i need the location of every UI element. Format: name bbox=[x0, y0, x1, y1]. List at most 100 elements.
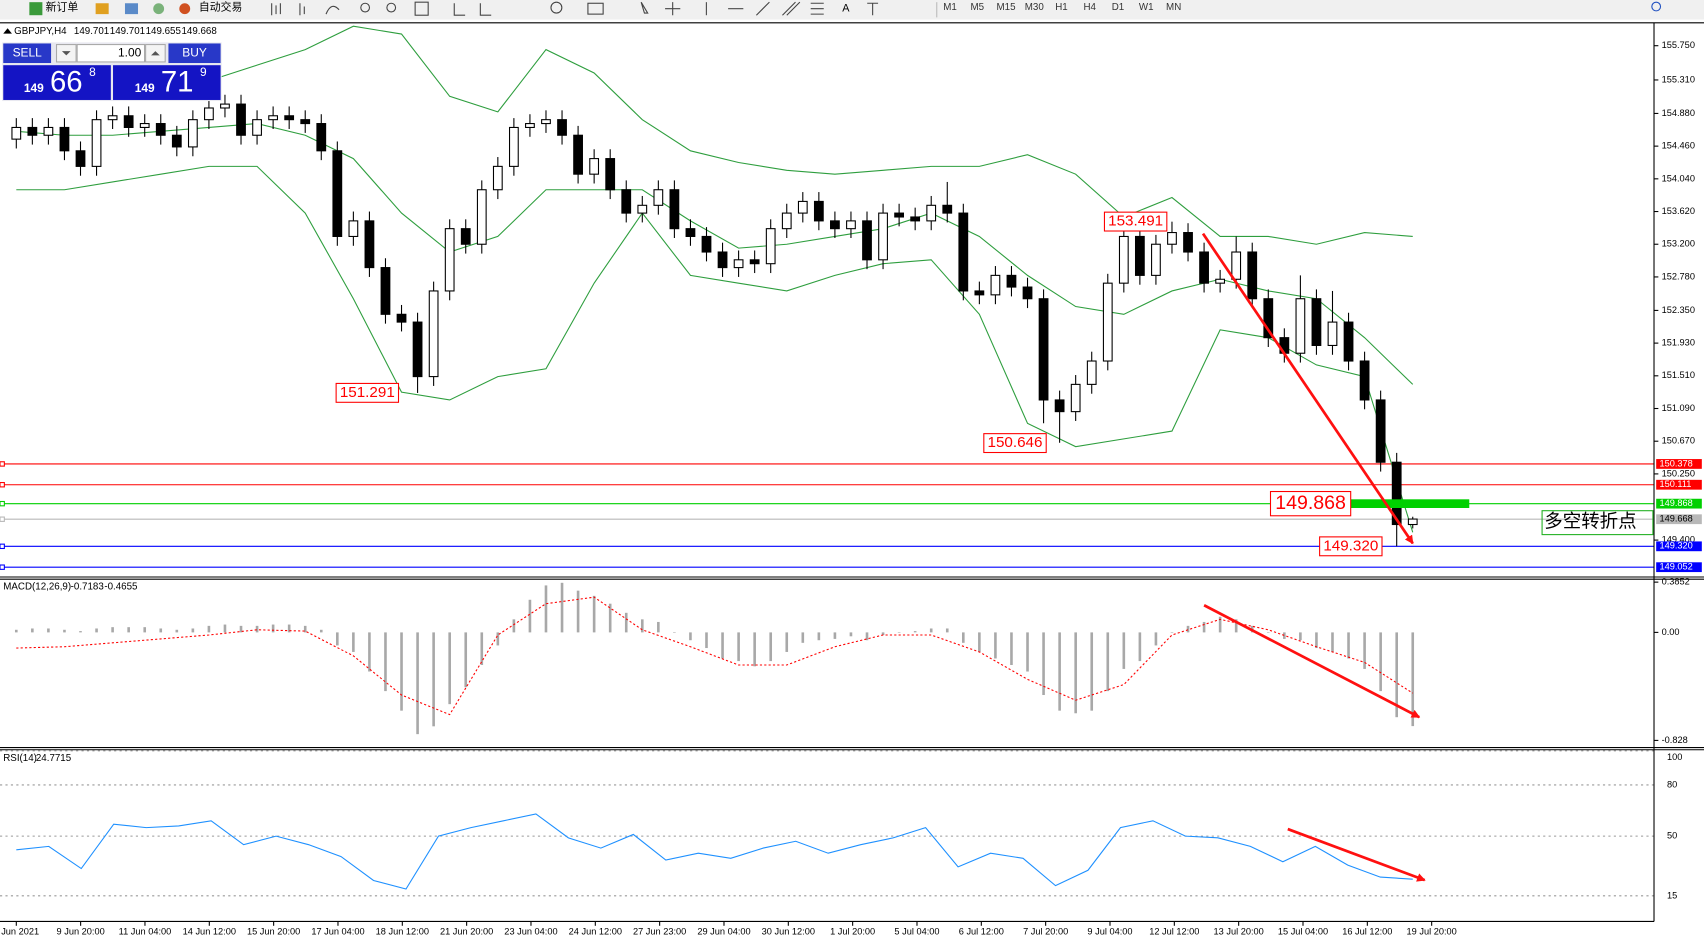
auto-trading[interactable]: 自动交易 bbox=[199, 0, 242, 13]
timeframe[interactable]: W1 bbox=[1139, 2, 1154, 13]
candle-body bbox=[990, 274, 1001, 296]
macd-bar bbox=[1138, 632, 1142, 662]
channel[interactable] bbox=[782, 1, 801, 16]
timeframe[interactable]: M30 bbox=[1025, 2, 1045, 13]
candle-body bbox=[155, 123, 166, 136]
price-label-box bbox=[335, 382, 400, 403]
buy-button[interactable] bbox=[168, 43, 221, 64]
tool-icon[interactable] bbox=[95, 3, 109, 15]
candle-body bbox=[589, 158, 600, 175]
bollinger-upper bbox=[16, 25, 1413, 245]
macd-bar bbox=[31, 628, 34, 633]
timeframe[interactable]: MN bbox=[1166, 2, 1181, 13]
period-icon[interactable] bbox=[550, 1, 563, 14]
macd-bar bbox=[448, 632, 451, 705]
x-tick-label: 24 Jun 12:00 bbox=[569, 927, 622, 937]
lots[interactable]: 1.00 bbox=[118, 45, 142, 59]
tool-icon[interactable] bbox=[453, 3, 466, 16]
tool-icon[interactable] bbox=[124, 3, 139, 15]
price-label: 149.868 bbox=[1275, 492, 1346, 514]
rsi-title: RSI(14) bbox=[3, 753, 37, 764]
y-tick-label: 149.400 bbox=[1662, 535, 1695, 545]
candle-body bbox=[59, 126, 70, 152]
macd-bar bbox=[416, 632, 419, 735]
sell-button[interactable] bbox=[3, 43, 52, 64]
buy-label[interactable]: BUY bbox=[182, 45, 207, 59]
x-tick-label: 21 Jun 20:00 bbox=[440, 927, 493, 937]
x-tick-label: 6 Jul 12:00 bbox=[959, 927, 1004, 937]
cursor[interactable] bbox=[640, 1, 649, 14]
candle-body bbox=[1407, 518, 1418, 526]
timeframe[interactable]: M1 bbox=[943, 2, 957, 13]
price-label-box bbox=[1269, 490, 1352, 517]
sell-label[interactable]: SELL bbox=[13, 45, 43, 59]
trendline[interactable] bbox=[755, 1, 770, 16]
macd-main: -0.7183 bbox=[71, 581, 104, 592]
text-tool[interactable]: A bbox=[842, 3, 850, 15]
timeframe[interactable]: M5 bbox=[970, 2, 984, 13]
auto-trading-icon[interactable] bbox=[179, 3, 191, 15]
macd-bar bbox=[1026, 632, 1029, 672]
candle-body bbox=[525, 123, 535, 128]
macd-bar bbox=[544, 585, 548, 633]
candle-body bbox=[1199, 251, 1209, 284]
macd-bar bbox=[480, 632, 484, 666]
macd-bar bbox=[1170, 632, 1174, 633]
up-icon bbox=[151, 51, 160, 56]
level-marker bbox=[0, 516, 5, 522]
frames bbox=[0, 22, 1704, 922]
ask-pips: 71 bbox=[161, 65, 194, 98]
candle-body bbox=[1311, 298, 1322, 346]
price-label: 149.320 bbox=[1323, 537, 1378, 554]
macd-bar bbox=[14, 629, 18, 633]
tool-icon[interactable] bbox=[153, 3, 165, 15]
template-icon[interactable] bbox=[587, 2, 604, 15]
search[interactable] bbox=[1651, 1, 1662, 12]
timeframe[interactable]: D1 bbox=[1112, 2, 1124, 13]
candle-body bbox=[220, 103, 230, 109]
lots-input[interactable] bbox=[76, 44, 146, 63]
zoom-in[interactable] bbox=[360, 2, 371, 13]
tool-icon[interactable] bbox=[479, 3, 492, 16]
trend-arrows bbox=[1201, 232, 1426, 882]
fibo[interactable] bbox=[810, 2, 824, 15]
collapse-icon[interactable] bbox=[3, 28, 12, 34]
timeframe[interactable]: H1 bbox=[1055, 2, 1067, 13]
bid-box[interactable] bbox=[3, 65, 111, 100]
macd-bar bbox=[817, 632, 821, 641]
y-tick-label: 155.750 bbox=[1662, 40, 1695, 50]
candle-body bbox=[11, 126, 22, 140]
candle-body bbox=[765, 228, 776, 265]
tool-icon[interactable] bbox=[299, 3, 305, 16]
x-tick-label: 29 Jun 04:00 bbox=[697, 927, 750, 937]
timeframe[interactable]: M15 bbox=[997, 2, 1017, 13]
ohlc-close: 149.668 bbox=[181, 26, 216, 37]
macd-bar bbox=[47, 628, 50, 633]
candle-body bbox=[846, 220, 856, 230]
candle-body bbox=[942, 204, 953, 214]
candle-body bbox=[878, 212, 888, 261]
candle-body bbox=[1022, 286, 1033, 300]
crosshair[interactable] bbox=[665, 2, 681, 16]
candle-body bbox=[1151, 243, 1161, 276]
macd-bar bbox=[978, 632, 981, 652]
tool-icon[interactable] bbox=[325, 5, 340, 15]
new-order-icon[interactable] bbox=[29, 2, 43, 16]
level-label: 149.320 bbox=[1659, 541, 1692, 551]
tool-icon[interactable] bbox=[414, 1, 429, 16]
ask-box[interactable] bbox=[113, 65, 221, 100]
macd-bar bbox=[801, 632, 805, 643]
x-tick-label: 5 Jul 04:00 bbox=[894, 927, 939, 937]
macd-bar bbox=[1074, 632, 1077, 714]
zoom-out[interactable] bbox=[386, 2, 397, 13]
candle-body bbox=[1231, 251, 1242, 280]
timeframe[interactable]: H4 bbox=[1083, 2, 1096, 13]
macd-bar bbox=[897, 632, 901, 633]
macd-bar bbox=[560, 582, 564, 633]
level-box bbox=[1656, 541, 1702, 552]
tool-icon[interactable] bbox=[271, 3, 281, 16]
new-order[interactable]: 新订单 bbox=[46, 0, 79, 13]
label-tool[interactable] bbox=[867, 2, 879, 16]
plot-area: 155.750 155.310 154.880 154.460 154.040 153.6… bbox=[0, 25, 1702, 937]
